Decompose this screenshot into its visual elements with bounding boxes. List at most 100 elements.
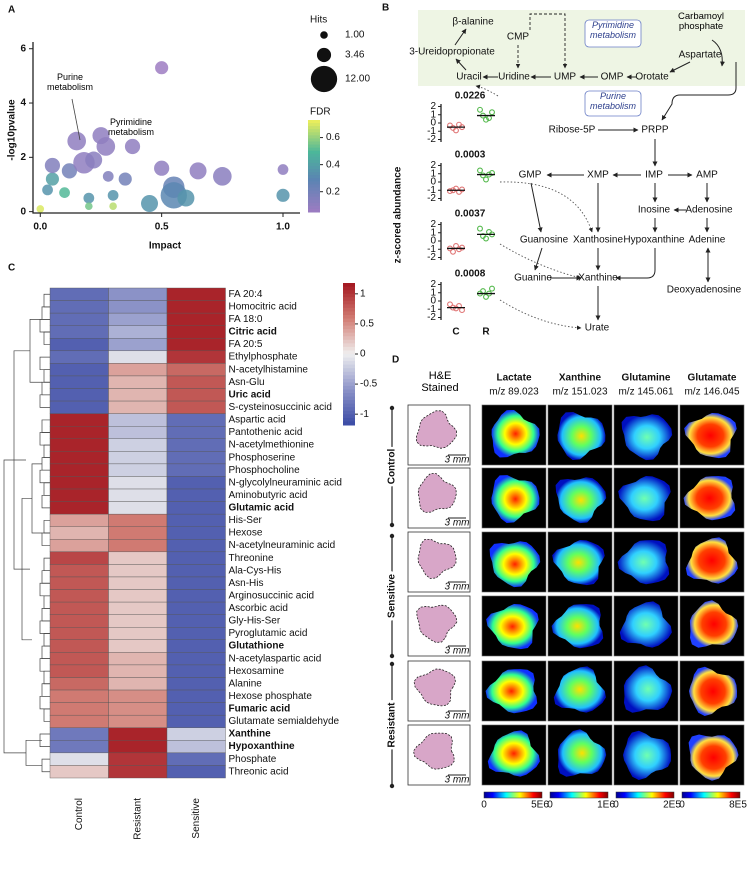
he-tissue xyxy=(413,732,455,770)
data-point xyxy=(483,235,489,242)
dendrogram xyxy=(39,469,50,484)
heatmap-cell xyxy=(108,539,168,553)
row-label: Arginosuccinic acid xyxy=(229,590,315,601)
heatmap-cell xyxy=(49,488,109,502)
y-tick-label: 0 xyxy=(430,236,436,247)
row-label: Gly-His-Ser xyxy=(229,616,281,627)
dendrogram xyxy=(39,620,50,634)
pathway-node: CMP xyxy=(507,32,530,43)
heatmap-cell xyxy=(108,476,168,490)
row-label: N-acetylneuraminic acid xyxy=(229,540,336,551)
group-bracket-end xyxy=(389,405,395,411)
row-label: FA 20:4 xyxy=(229,289,263,300)
ms-image-tissue xyxy=(552,540,605,586)
data-point xyxy=(447,301,453,308)
ms-image-tissue xyxy=(487,730,540,777)
heatmap-cell xyxy=(108,300,168,314)
heatmap-cell xyxy=(49,513,109,527)
heatmap-cell xyxy=(166,300,226,314)
row-label: Hypoxanthine xyxy=(229,741,296,752)
ms-image-tissue xyxy=(489,541,541,588)
heatmap-cell xyxy=(108,375,168,389)
colorbar-step xyxy=(308,144,320,149)
heatmap-cell xyxy=(166,513,226,527)
heatmap-cell xyxy=(108,727,168,741)
pathway-node-box: Carbamoyl phosphate xyxy=(678,12,724,32)
row-label: FA 18:0 xyxy=(229,314,263,325)
bubble xyxy=(177,189,195,207)
colorbar-step xyxy=(343,414,355,419)
heatmap-cell xyxy=(49,564,109,578)
scale-label: 1E6 xyxy=(597,800,615,811)
pathway-node: Deoxyadenosine xyxy=(667,285,742,296)
column-header-box: H&E Stained xyxy=(421,370,458,394)
bubble xyxy=(189,162,207,180)
dendrogram xyxy=(41,645,50,659)
heatmap-cell xyxy=(166,363,226,377)
scale-label: 0 xyxy=(613,800,619,811)
data-point xyxy=(456,303,462,309)
colorbar-label: 0.2 xyxy=(326,186,340,197)
colorbar-label: -0.5 xyxy=(360,379,378,390)
colorbar-step xyxy=(308,132,320,136)
y-tick-label: -1 xyxy=(427,304,436,315)
heatmap-cell xyxy=(108,627,168,640)
ms-image-tissue xyxy=(557,729,607,777)
colorbar-step xyxy=(308,172,320,176)
scale-label: 8E5 xyxy=(729,800,747,811)
row-label: Xanthine xyxy=(229,729,272,740)
pathway-node: XMP xyxy=(587,170,609,181)
colorbar-step xyxy=(308,162,320,167)
x-tick-label: R xyxy=(482,327,490,338)
heatmap-cell xyxy=(166,677,226,691)
heatmap-cell xyxy=(166,426,226,439)
y-tick-label: 0 xyxy=(430,296,436,307)
colorbar-step xyxy=(343,318,355,323)
colorbar-label: 0.6 xyxy=(326,132,340,143)
colorbar-step xyxy=(343,403,355,408)
he-tissue xyxy=(417,538,457,579)
pathway-arrows xyxy=(454,13,737,330)
heatmap-cell xyxy=(108,338,168,352)
x-tick-label: 0.5 xyxy=(155,222,169,233)
annotation-box: Purine metabolism xyxy=(47,73,93,92)
column-subheader: m/z 89.023 xyxy=(489,387,539,398)
heatmap-cell xyxy=(108,765,168,779)
bubble xyxy=(36,205,45,213)
pathway-node: IMP xyxy=(645,170,663,181)
heatmap-cell xyxy=(49,350,109,364)
colorbar-step xyxy=(343,354,355,359)
heatmap-cell xyxy=(108,714,168,728)
row-label: Threonic acid xyxy=(229,766,289,777)
he-tissue xyxy=(413,668,456,707)
row-label: Ala-Cys-His xyxy=(229,565,282,576)
pathway-node: Uridine xyxy=(498,72,530,83)
y-tick-label: -1 xyxy=(427,185,436,196)
colorbar-step xyxy=(343,297,355,302)
pathway-node: β-alanine xyxy=(452,17,494,28)
bubble xyxy=(118,172,132,186)
heatmap-cell xyxy=(108,551,168,565)
y-tick-label: -2 xyxy=(427,252,436,263)
heatmap-cell xyxy=(49,501,109,515)
colorbar-step xyxy=(343,332,355,337)
group-bracket-end xyxy=(389,783,395,789)
pathway-node: Orotate xyxy=(635,72,669,83)
row-label: N-acetylaspartic acid xyxy=(229,653,322,664)
colorbar-step xyxy=(343,368,355,373)
heatmap-cell xyxy=(49,438,109,452)
colorbar-label: 0.5 xyxy=(360,319,374,330)
colorbar-step xyxy=(308,181,320,185)
ms-image-tissue xyxy=(689,666,737,716)
group-label: Sensitive xyxy=(387,574,398,618)
y-axis-title: z-scored abundance xyxy=(393,166,404,263)
colorbar-step xyxy=(343,361,355,366)
y-tick-label: 1 xyxy=(430,109,436,120)
heatmap-cell xyxy=(108,702,168,716)
colorbar-step xyxy=(308,184,320,188)
heatmap-cell xyxy=(166,564,226,578)
heatmap-cell xyxy=(108,488,168,502)
ms-image-tissue xyxy=(685,537,738,584)
y-tick-label: 2 xyxy=(430,279,436,290)
heatmap-cell xyxy=(166,689,226,703)
